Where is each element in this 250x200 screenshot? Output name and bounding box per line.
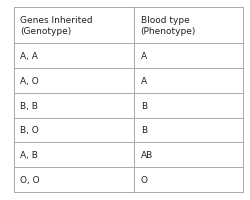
Text: Genes Inherited
(Genotype): Genes Inherited (Genotype): [20, 16, 92, 36]
Text: A: A: [140, 52, 146, 61]
Text: A, B: A, B: [20, 150, 38, 159]
Text: B: B: [140, 126, 146, 135]
Text: A, O: A, O: [20, 76, 39, 85]
Text: AB: AB: [140, 150, 152, 159]
Text: O, O: O, O: [20, 175, 40, 184]
Text: A, A: A, A: [20, 52, 38, 61]
Text: Blood type
(Phenotype): Blood type (Phenotype): [140, 16, 195, 36]
Text: O: O: [140, 175, 147, 184]
Text: B, B: B, B: [20, 101, 38, 110]
Text: B: B: [140, 101, 146, 110]
Text: B, O: B, O: [20, 126, 39, 135]
Text: A: A: [140, 76, 146, 85]
